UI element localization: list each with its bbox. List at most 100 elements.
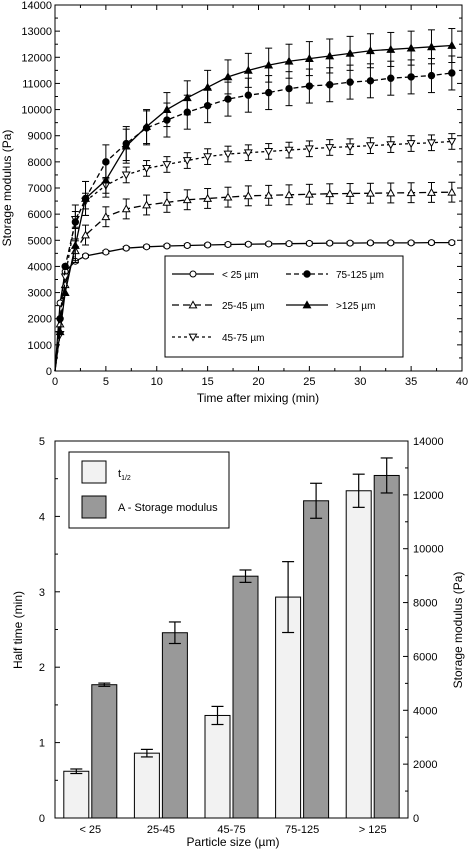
y-tick-label: 9000	[28, 131, 52, 143]
data-point	[407, 73, 415, 81]
data-point	[427, 139, 436, 148]
data-point	[162, 161, 172, 170]
y-axis-label: Storage modulus (Pa)	[0, 130, 14, 247]
x-tick-label: 10	[151, 376, 163, 388]
data-point	[304, 145, 314, 154]
data-point	[243, 191, 253, 200]
right-y-tick-label: 12000	[413, 490, 444, 502]
data-point	[162, 197, 172, 206]
bar	[204, 714, 231, 819]
bar	[91, 684, 118, 819]
data-point	[81, 193, 90, 202]
data-point	[427, 71, 436, 80]
data-point	[82, 252, 90, 260]
y-tick-label: 4000	[28, 261, 52, 273]
data-point	[264, 148, 274, 157]
x-tick-label: 25-45	[147, 824, 175, 836]
left-y-tick-label: 2	[39, 662, 45, 674]
data-point	[223, 192, 233, 201]
data-point	[386, 44, 396, 53]
data-point	[243, 65, 253, 74]
data-point	[121, 171, 131, 180]
data-point	[101, 212, 111, 221]
legend-label: A - Storage modulus	[118, 502, 218, 514]
right-y-tick-label: 8000	[413, 598, 437, 610]
data-point	[387, 239, 395, 247]
data-point	[304, 189, 314, 198]
data-point	[142, 121, 152, 130]
x-tick-label: > 125	[359, 824, 387, 836]
data-point	[182, 157, 192, 166]
data-point	[346, 239, 354, 247]
data-point	[204, 241, 212, 249]
y-tick-label: 3000	[28, 288, 52, 300]
right-y-axis-label: Storage modulus (Pa)	[451, 572, 465, 689]
data-point	[244, 91, 253, 99]
data-point	[386, 141, 396, 150]
legend-box	[164, 255, 404, 358]
data-point	[304, 53, 314, 62]
x-tick-label: 20	[252, 376, 264, 388]
data-point	[345, 188, 355, 197]
data-point	[102, 248, 110, 256]
data-point	[345, 143, 355, 152]
left-y-tick-label: 1	[39, 738, 45, 750]
data-point	[189, 270, 197, 278]
data-point	[427, 239, 435, 247]
data-point	[284, 146, 294, 155]
time-course-chart: 0100020003000400050006000700080009000100…	[0, 0, 468, 405]
data-point	[366, 77, 375, 85]
left-y-axis-label: Half time (min)	[11, 591, 25, 669]
data-point	[122, 244, 130, 252]
x-tick-label: 15	[202, 376, 214, 388]
data-point	[71, 218, 80, 226]
left-y-tick-label: 5	[39, 436, 45, 448]
bar	[161, 632, 188, 819]
legend-item: 25-45 µm	[172, 300, 264, 312]
data-point	[121, 204, 131, 213]
x-tick-label: < 25	[79, 824, 101, 836]
data-point	[365, 142, 375, 151]
time-course-axes: 0100020003000400050006000700080009000100…	[21, 0, 468, 388]
data-point	[325, 144, 335, 153]
legend-swatch	[81, 460, 107, 484]
data-point	[326, 239, 334, 247]
legend-item: >125 µm	[286, 300, 375, 312]
data-point	[224, 240, 232, 248]
data-point	[406, 43, 416, 52]
x-tick-label: 25	[303, 376, 315, 388]
data-point	[61, 262, 69, 271]
right-y-tick-label: 4000	[413, 705, 437, 717]
y-tick-label: 5000	[28, 235, 52, 247]
data-point	[163, 242, 171, 250]
data-point	[285, 240, 293, 248]
bar	[345, 490, 372, 819]
x-tick-label: 45-75	[217, 824, 245, 836]
data-point	[188, 300, 198, 309]
legend-item: 75-125 µm	[286, 270, 384, 281]
legend-label: t1/2	[118, 468, 131, 482]
bar	[303, 500, 330, 819]
right-y-tick-label: 2000	[413, 759, 437, 771]
data-point	[264, 88, 273, 97]
data-point	[303, 270, 311, 278]
right-y-tick-label: 6000	[413, 651, 437, 663]
data-point	[265, 240, 273, 248]
time-course-legend: < 25 µm 25-45 µm 45-75 µm 75-125 µm >125 µm	[164, 255, 404, 358]
y-tick-label: 11000	[22, 78, 52, 90]
particle-size-bars	[63, 457, 400, 819]
y-tick-label: 12000	[21, 52, 52, 64]
data-point	[305, 239, 313, 247]
y-tick-label: 6000	[28, 209, 52, 221]
legend-label: < 25 µm	[222, 270, 259, 281]
bar	[133, 752, 160, 819]
data-point	[60, 287, 70, 296]
data-point	[264, 190, 274, 199]
data-point	[101, 175, 111, 184]
data-point	[386, 188, 396, 197]
data-point	[325, 189, 335, 198]
data-point	[325, 51, 335, 60]
data-point	[188, 333, 198, 342]
data-point	[162, 104, 172, 113]
data-point	[142, 200, 152, 209]
